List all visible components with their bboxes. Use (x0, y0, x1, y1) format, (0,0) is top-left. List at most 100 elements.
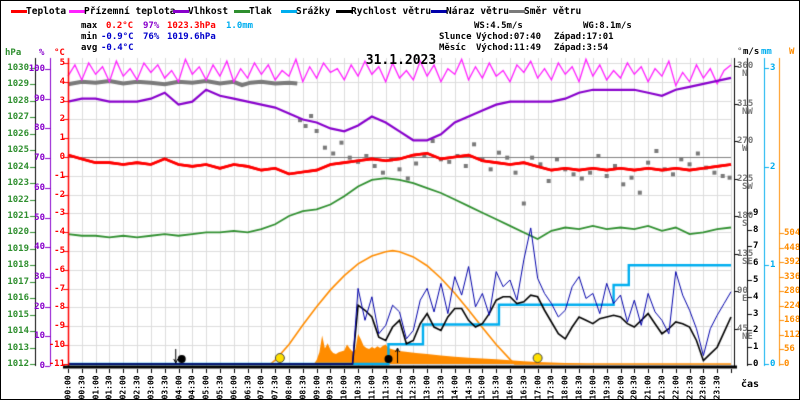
time-tick-label: 23:30 (712, 375, 722, 400)
wind-direction-tick-label: 225 SW (737, 173, 754, 192)
stat-sun-label: Slunce (439, 32, 472, 42)
mm-tick-label: 0 (770, 359, 776, 369)
celsius-tick-label: -11 (48, 358, 65, 369)
percent-tick-label: 50 (34, 212, 45, 223)
percent-tick-label: 30 (34, 271, 45, 282)
x-axis-caption: čas (741, 379, 760, 390)
stat-wind-gust-max: WG:8.1m/s (583, 21, 632, 31)
percent-tick-label: 90 (34, 93, 45, 104)
ms-tick-label: 7 (753, 241, 759, 252)
mm-tick-label: 1 (770, 260, 776, 271)
time-tick-label: 17:30 (546, 375, 556, 400)
legend-dash-icon (69, 10, 85, 13)
stat-max-temp: 0.2°C (106, 21, 134, 31)
stat-max-label: max (81, 21, 98, 31)
time-tick-label: 06:30 (243, 375, 253, 400)
watt-tick-label: 168 (784, 315, 800, 326)
ms-tick-label: 4 (753, 291, 759, 302)
time-tick-label: 12:30 (408, 375, 418, 400)
time-tick-label: 09:30 (325, 375, 335, 400)
time-tick-label: 22:30 (685, 375, 695, 400)
axis-header-ms: m/s (743, 47, 760, 57)
hpa-tick-label: 1023 (7, 178, 29, 189)
time-tick-label: 18:30 (574, 375, 584, 400)
legend-label: Náraz větru (446, 6, 509, 17)
watt-tick-label: 448 (784, 242, 800, 253)
watt-tick-label: 336 (784, 271, 800, 282)
hpa-tick-label: 1030 (7, 63, 29, 73)
watt-tick-label: 280 (784, 286, 800, 297)
stat-min-temp: -0.9°C (101, 32, 134, 42)
celsius-tick-label: 0 (59, 152, 65, 162)
time-tick-label: 22:00 (671, 375, 681, 400)
hpa-tick-label: 1018 (7, 260, 29, 271)
axis-header-watts: W (789, 47, 795, 57)
legend-dash-icon (281, 10, 297, 13)
time-tick-label: 02:00 (118, 375, 128, 400)
time-tick-label: 10:00 (339, 375, 349, 400)
axis-header-hpa: hPa (5, 48, 22, 58)
hpa-tick-label: 1027 (7, 112, 29, 123)
legend-dash-icon (336, 10, 352, 13)
time-tick-label: 21:30 (657, 375, 667, 400)
legend-label: Přízemní teplota (84, 6, 176, 17)
wind-direction-tick-label: 360 N (737, 61, 754, 79)
time-tick-label: 03:00 (146, 375, 156, 400)
time-tick-label: 05:30 (215, 375, 225, 400)
celsius-tick-label: -10 (48, 340, 65, 350)
hpa-tick-label: 1029 (7, 79, 29, 90)
ms-tick-label: 1 (753, 342, 759, 353)
time-tick-label: 05:00 (201, 375, 211, 400)
hpa-tick-label: 1012 (7, 359, 29, 369)
legend-label: Tlak (249, 6, 272, 17)
time-tick-label: 14:00 (450, 375, 460, 400)
stat-moonrise: Východ:11:49 (476, 43, 542, 53)
stat-max-humidity: 97% (143, 21, 160, 31)
watt-tick-label: 224 (784, 300, 800, 311)
hpa-tick-label: 1024 (7, 161, 29, 172)
percent-tick-label: 60 (34, 182, 45, 193)
time-tick-label: 01:00 (91, 375, 101, 400)
hpa-tick-label: 1013 (7, 342, 29, 353)
percent-tick-label: 80 (34, 123, 45, 134)
legend-label: Srážky (296, 6, 331, 17)
time-tick-label: 10:30 (353, 375, 363, 400)
ms-tick-label: 6 (753, 258, 759, 269)
ms-tick-label: 0 (753, 359, 759, 369)
axis-header-percent: % (39, 48, 45, 58)
wind-direction-tick-label: 315 NW (737, 98, 754, 117)
celsius-tick-label: 4 (59, 76, 65, 87)
time-tick-label: 04:00 (174, 375, 183, 400)
time-tick-label: 13:30 (436, 375, 446, 400)
time-tick-label: 07:00 (256, 375, 266, 400)
chart-title: 31.1.2023 (365, 53, 437, 68)
percent-tick-label: 0 (39, 361, 45, 371)
axis-header-degrees: ° (737, 47, 743, 57)
hpa-tick-label: 1020 (7, 227, 29, 238)
time-tick-label: 03:30 (160, 375, 170, 400)
legend-dash-icon (11, 10, 27, 13)
time-tick-label: 16:30 (519, 375, 529, 400)
legend-dash-icon (509, 10, 525, 13)
celsius-tick-label: 5 (59, 58, 65, 68)
time-tick-label: 17:00 (533, 375, 543, 400)
stat-sunrise: Východ:07:40 (476, 32, 542, 42)
percent-tick-label: 40 (34, 242, 45, 253)
time-tick-label: 08:30 (298, 375, 308, 400)
wind-direction-tick-label: 180 S (737, 211, 754, 229)
time-tick-label: 20:30 (629, 375, 639, 400)
percent-tick-label: 10 (34, 331, 45, 342)
celsius-tick-label: -8 (54, 302, 65, 313)
time-tick-label: 00:00 (63, 375, 73, 400)
celsius-tick-label: -1 (54, 170, 65, 181)
watt-tick-label: 392 (784, 257, 800, 268)
stat-min-humidity: 76% (143, 32, 160, 42)
watt-tick-label: 0 (784, 359, 790, 369)
hpa-tick-label: 1017 (7, 276, 29, 287)
stat-sunset: Západ:17:01 (554, 32, 614, 42)
ms-tick-label: 2 (753, 325, 759, 336)
time-tick-label: 15:30 (491, 375, 501, 400)
hpa-tick-label: 1025 (7, 145, 29, 156)
legend-label: Teplota (26, 6, 67, 17)
